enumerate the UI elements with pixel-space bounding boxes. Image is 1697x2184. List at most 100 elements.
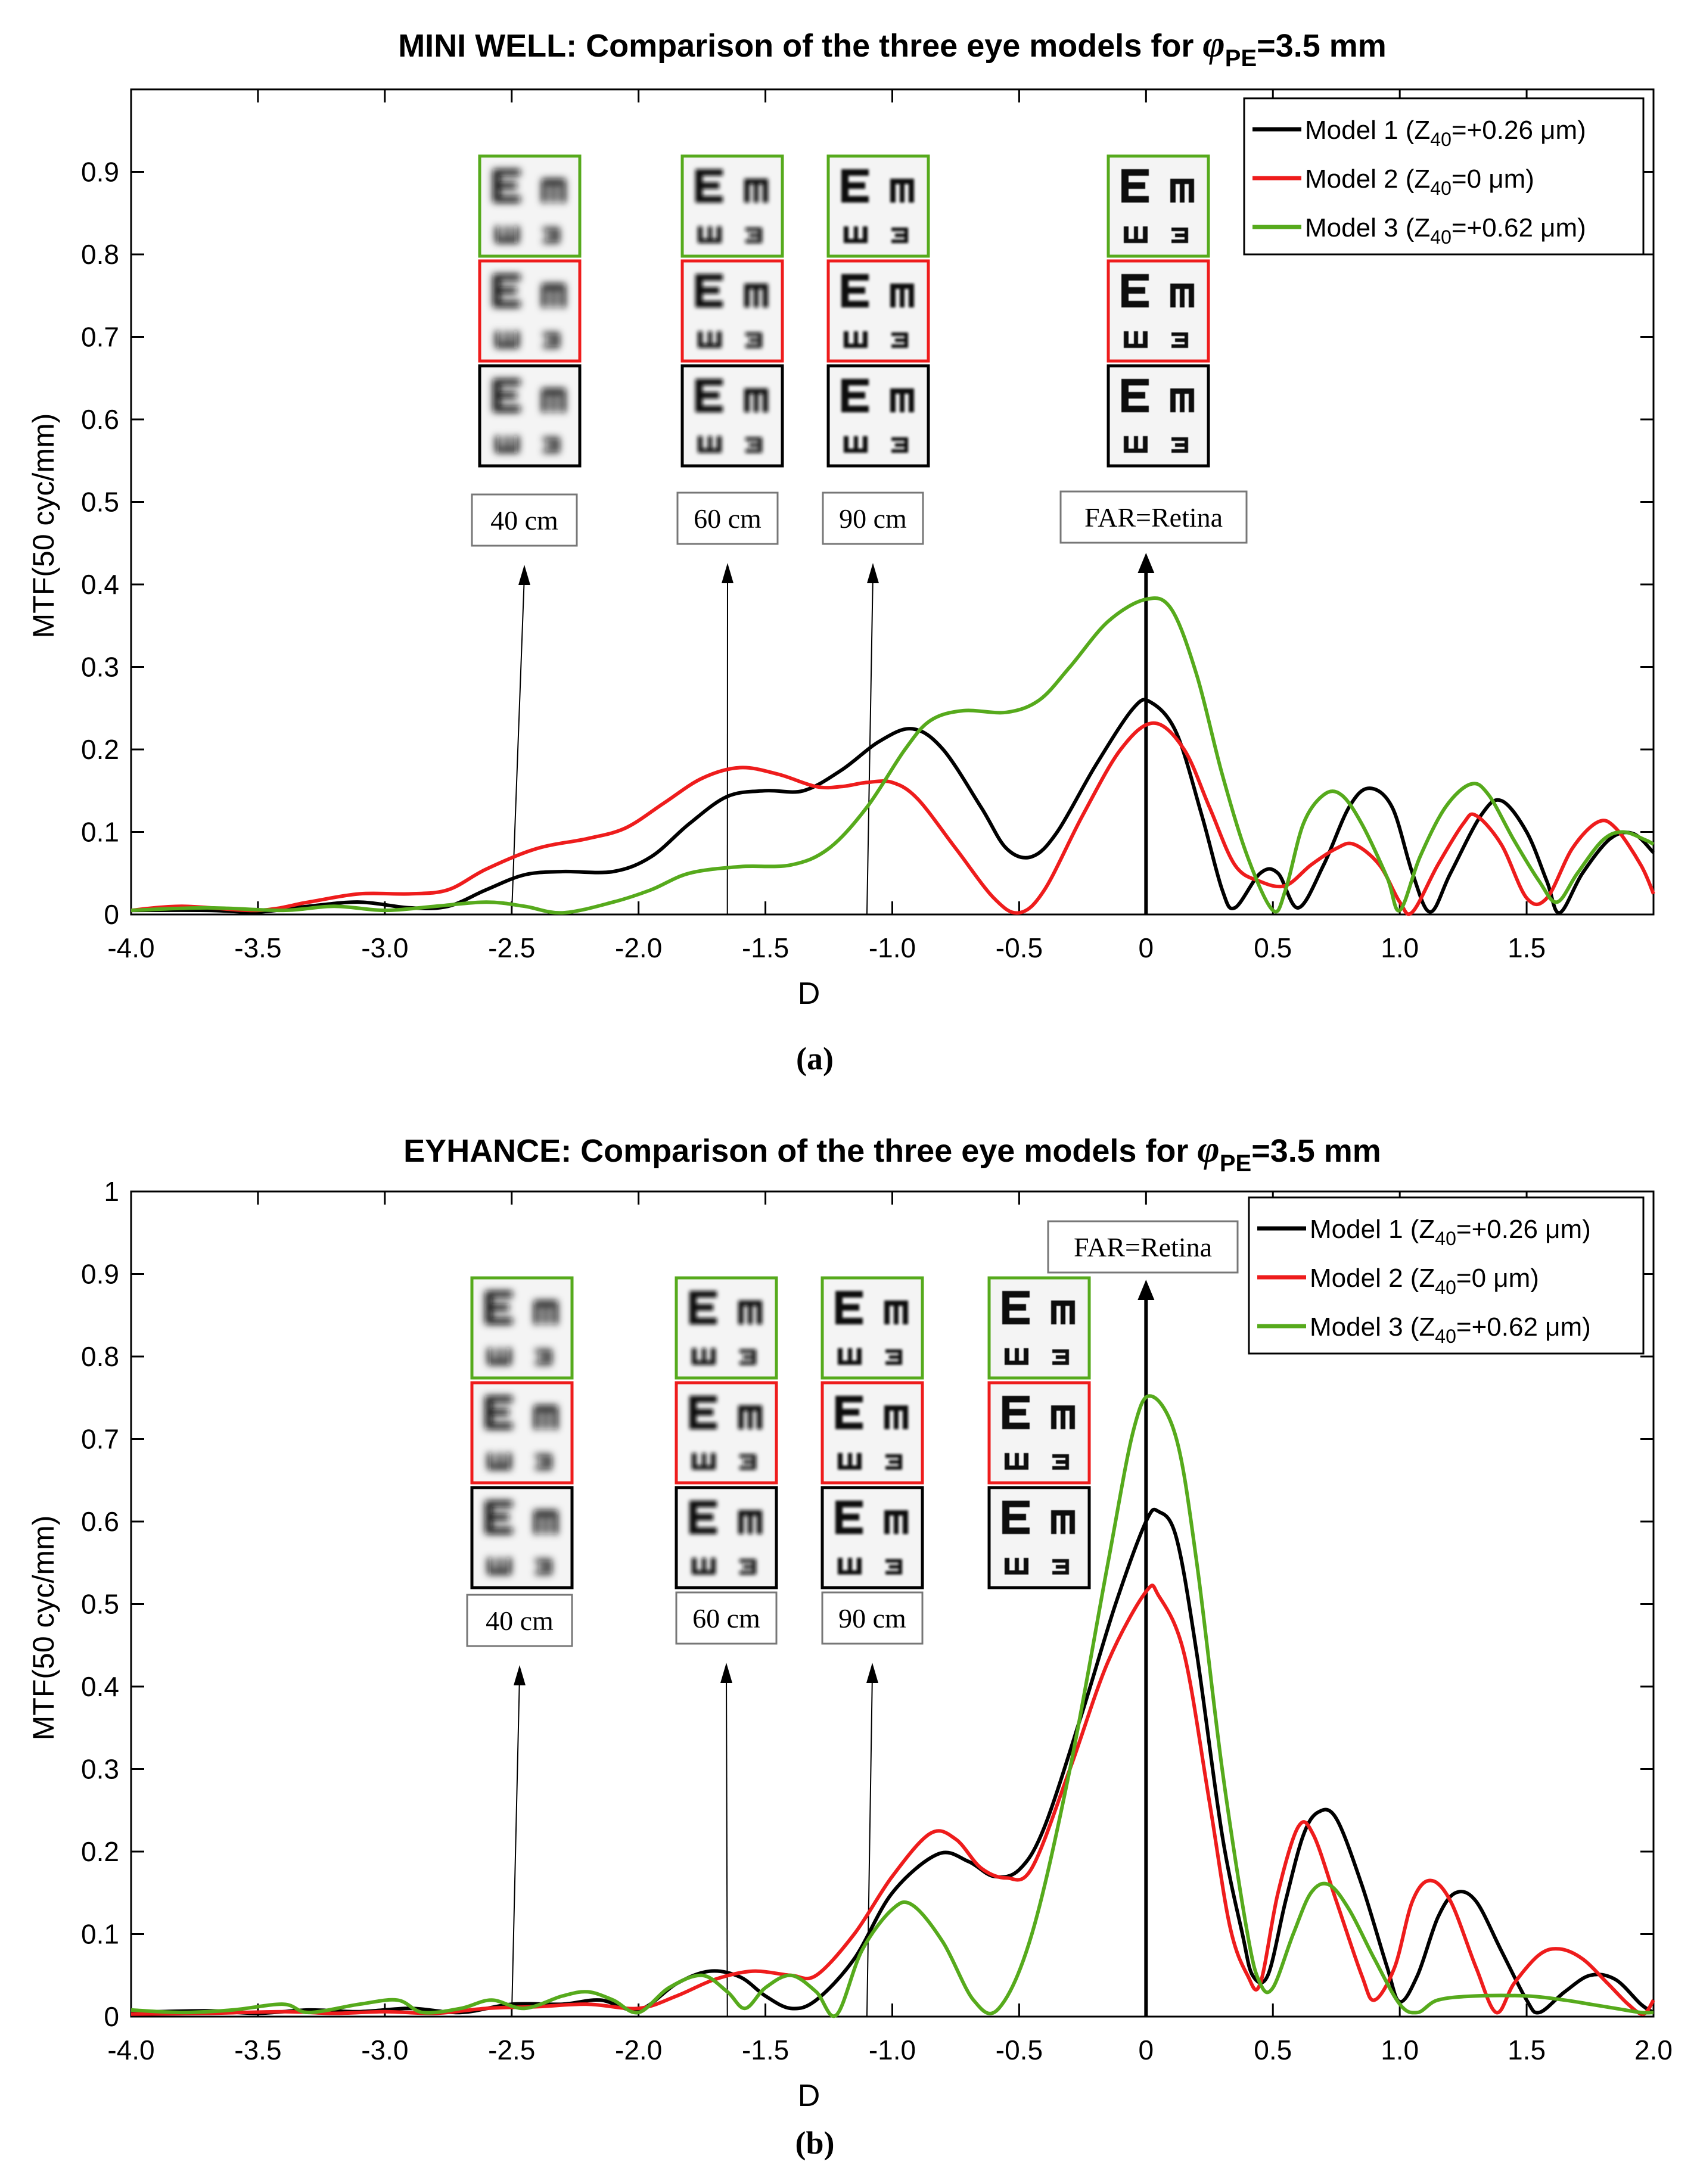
optotype-w	[1015, 1453, 1019, 1470]
optotype-e	[485, 1304, 509, 1311]
optotype-small-e	[1052, 1466, 1069, 1470]
x-tick-label: 2.0	[1634, 2034, 1673, 2065]
optotype-glyphs	[841, 274, 914, 348]
chart-panel-1: MINI WELL: Comparison of the three eye m…	[27, 23, 1655, 1011]
optotype-e	[1121, 287, 1145, 294]
optotype-small-e	[556, 437, 560, 453]
series-line-model-2	[130, 721, 1655, 916]
optotype-small-e	[1052, 1571, 1069, 1575]
optotype-w	[698, 331, 703, 348]
optotype-small-e	[1065, 1349, 1069, 1365]
optotype-m	[757, 1301, 762, 1324]
optotype-small-e	[895, 443, 908, 447]
optotype-small-e	[543, 332, 560, 336]
optotype-glyphs	[485, 1501, 558, 1575]
chart-title-symbol: φ	[1197, 1128, 1219, 1170]
optotype-glyphs	[689, 1396, 762, 1470]
optotype-e	[689, 1409, 713, 1415]
optotype-small-e	[745, 332, 762, 336]
optotype-m	[560, 284, 565, 307]
annotation-arrow	[866, 573, 874, 915]
y-tick-label: 0.3	[81, 1754, 119, 1785]
optotype-m	[894, 1301, 899, 1324]
x-tick-label: -2.5	[488, 2034, 535, 2065]
optotype-glyphs	[485, 1396, 558, 1470]
chart-title-suffix: =3.5 mm	[1257, 28, 1387, 64]
optotype-e	[841, 287, 865, 294]
optotype-e	[689, 1291, 717, 1298]
legend-entry-text: Model 1 (Z	[1310, 1215, 1435, 1244]
optotype-small-e	[905, 332, 908, 348]
optotype-small-e	[759, 437, 762, 453]
annotation-box	[1047, 1220, 1239, 1274]
x-tick-label: 1.0	[1381, 932, 1419, 963]
optotype-e	[689, 1527, 717, 1534]
optotype-small-e	[548, 1349, 552, 1365]
y-tick-label: 0.7	[81, 1424, 119, 1455]
legend-entry-sub: 40	[1430, 226, 1452, 248]
y-tick-label: 0.5	[81, 487, 119, 518]
optotype-w	[854, 331, 858, 348]
optotype-m	[757, 1510, 762, 1534]
optotype-glyphs	[485, 1291, 558, 1365]
y-tick-label: 0.6	[81, 1506, 119, 1537]
chart-title-symbol: φ	[1202, 23, 1224, 65]
legend-entry-sub: 40	[1435, 1228, 1456, 1249]
optotype-w	[844, 226, 848, 243]
optotype-e	[835, 1304, 859, 1311]
optotype-small-e	[885, 1349, 902, 1353]
annotation-box	[1059, 490, 1248, 544]
annotation-box	[466, 1594, 573, 1647]
annotation-arrowhead	[1137, 1280, 1155, 1300]
optotype-w	[863, 226, 868, 243]
optotype-small-e	[546, 443, 560, 447]
optotype-small-e	[753, 1349, 756, 1365]
optotype-glyphs	[493, 169, 565, 243]
optotype-e	[841, 379, 869, 385]
optotype-small-e	[1052, 1454, 1069, 1458]
optotype-small-e	[745, 228, 762, 231]
legend-entry-rest: =0 μm)	[1456, 1264, 1539, 1293]
optotype-e	[689, 1423, 717, 1429]
optotype-w	[495, 436, 500, 453]
optotype-m	[894, 1405, 899, 1429]
x-tick-label: -2.0	[615, 932, 662, 963]
legend-entry-text: Model 1 (Z	[1305, 116, 1430, 145]
optotype-w	[717, 331, 722, 348]
optotype-e	[1002, 1501, 1030, 1507]
optotype-small-e	[539, 1460, 552, 1464]
optotype-small-e	[1065, 1454, 1069, 1470]
eye-chart-inset	[820, 1276, 924, 1380]
optotype-e	[695, 196, 723, 203]
optotype-w	[838, 1348, 843, 1365]
y-tick-label: 0.8	[81, 239, 119, 270]
legend-entry-text: Model 2 (Z	[1310, 1264, 1435, 1293]
optotype-small-e	[1175, 338, 1188, 342]
optotype-glyphs	[493, 274, 565, 348]
optotype-w	[506, 1558, 511, 1575]
optotype-m	[754, 284, 759, 307]
optotype-m	[748, 1405, 753, 1429]
y-tick-label: 0.4	[81, 1671, 119, 1702]
optotype-small-e	[889, 1565, 902, 1569]
optotype-m	[738, 1405, 744, 1429]
optotype-m	[890, 388, 896, 412]
optotype-m	[1170, 179, 1176, 203]
eye-chart-inset	[478, 259, 582, 363]
optotype-m	[1070, 1301, 1075, 1324]
optotype-m	[552, 1510, 558, 1534]
y-tick-label: 1	[104, 1176, 119, 1207]
optotype-e	[695, 379, 723, 385]
optotype-w	[702, 1348, 706, 1365]
eye-chart-inset	[820, 1381, 924, 1485]
annotation-box	[821, 1591, 924, 1645]
eye-chart-inset	[826, 259, 930, 363]
optotype-w	[498, 1348, 502, 1365]
optotype-e	[689, 1304, 713, 1311]
optotype-e	[841, 274, 869, 281]
optotype-w	[1005, 1570, 1028, 1575]
optotype-e	[695, 392, 719, 399]
optotype-w	[857, 1453, 862, 1470]
optotype-e	[1002, 1291, 1030, 1298]
chart-title-text: MINI WELL: Comparison of the three eye m…	[398, 28, 1202, 64]
